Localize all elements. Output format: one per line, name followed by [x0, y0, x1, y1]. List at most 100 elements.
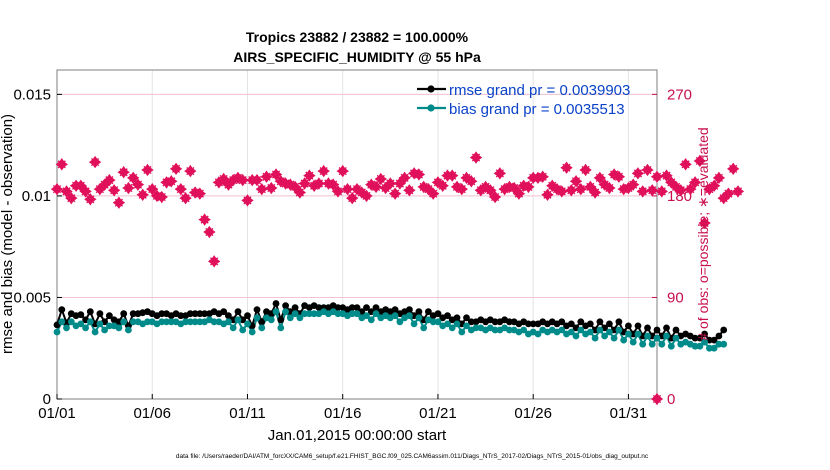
chart-title: Tropics 23882 / 23882 = 100.000%	[246, 29, 469, 45]
rmse-point	[415, 308, 423, 316]
rmse-point	[425, 308, 432, 316]
obs-count-point	[522, 180, 535, 194]
bias-point	[606, 328, 613, 336]
obs-count-point	[165, 175, 178, 188]
obs-count-point	[574, 182, 588, 196]
obs-count-point	[326, 178, 340, 191]
rmse-point	[291, 304, 299, 311]
bias-point	[91, 328, 99, 336]
bias-point	[286, 314, 294, 322]
bias-point	[196, 318, 204, 326]
bias-point	[158, 318, 166, 326]
obs-count-point	[679, 158, 692, 171]
bias-point	[567, 328, 575, 336]
x-axis-ticks: 01/01 01/06 01/11 01/16 01/21 01/26 01/31	[38, 394, 647, 422]
rmse-point	[701, 330, 708, 338]
rmse-point	[58, 306, 66, 313]
obs-count-point	[555, 185, 568, 198]
bias-point	[706, 344, 713, 352]
rmse-point	[372, 304, 380, 311]
rmse-point	[506, 318, 513, 326]
bias-point	[596, 326, 604, 334]
left-tick-label: 0.015	[13, 86, 51, 103]
rmse-point	[77, 311, 85, 319]
bias-point	[306, 310, 313, 318]
bias-point	[296, 314, 304, 322]
legend-bias-marker	[427, 104, 435, 112]
rmse-point	[558, 318, 566, 326]
right-tick-label: 90	[667, 289, 684, 306]
bias-point	[248, 328, 256, 336]
obs-count-point	[603, 181, 616, 195]
bias-point	[120, 318, 128, 326]
bias-point	[620, 336, 628, 344]
bias-point	[272, 308, 280, 316]
obs-count-point	[641, 163, 654, 177]
bias-point	[367, 316, 375, 324]
left-tick-label: 0.01	[22, 188, 51, 205]
bias-point	[672, 334, 680, 342]
obs-count-point	[293, 186, 307, 199]
bias-point	[406, 312, 413, 320]
bias-point	[391, 312, 399, 320]
obs-count-point	[588, 186, 602, 199]
obs-count-point	[512, 187, 526, 200]
bias-point	[691, 342, 699, 350]
rmse-point	[606, 320, 613, 328]
bias-point	[715, 340, 723, 348]
chart-subtitle: AIRS_SPECIFIC_HUMIDITY @ 55 hPa	[233, 49, 481, 65]
bias-point	[253, 314, 261, 322]
rmse-point	[391, 306, 399, 313]
obs-count-point	[265, 181, 278, 195]
rmse-point	[96, 310, 104, 318]
rmse-point	[434, 310, 442, 318]
obs-count-point	[579, 163, 592, 177]
rmse-point	[220, 308, 228, 316]
bias-point	[601, 332, 608, 340]
obs-count-point	[198, 213, 211, 226]
bias-point	[234, 316, 242, 324]
plot-area	[56, 69, 658, 400]
obs-count-point	[341, 182, 354, 196]
obs-count-point	[60, 185, 73, 198]
obs-count-point	[65, 191, 78, 205]
bias-point	[644, 332, 651, 340]
bias-point	[258, 324, 266, 332]
obs-count-point	[565, 184, 578, 197]
obs-count-point	[193, 187, 207, 200]
left-axis-label: rmse and bias (model - observation)	[0, 114, 16, 354]
bias-point	[444, 320, 451, 328]
rmse-point	[715, 332, 723, 340]
rmse-point	[567, 320, 575, 328]
obs-count-point	[122, 181, 135, 195]
rmse-point	[315, 304, 323, 311]
obs-count-point	[426, 187, 440, 200]
obs-count-point	[403, 184, 416, 197]
bias-point	[363, 312, 370, 320]
rmse-point	[186, 310, 194, 318]
footer-data-file: data file: /Users/raeder/DAI/ATM_forcXX/…	[176, 453, 649, 460]
obs-count-point	[488, 190, 502, 204]
right-tick-label: 0	[667, 391, 675, 408]
obs-count-point	[260, 170, 273, 183]
rmse-point	[282, 302, 289, 309]
bias-point	[163, 318, 170, 326]
rmse-point	[158, 310, 166, 318]
bias-point	[448, 324, 456, 332]
obs-count-point	[298, 177, 311, 190]
obs-count-point	[655, 185, 668, 198]
bias-point	[144, 318, 151, 326]
legend: rmse grand pr = 0.0039903 bias grand pr …	[417, 82, 630, 118]
obs-count-point	[707, 179, 721, 192]
bias-point	[710, 344, 718, 352]
obs-count-point	[636, 185, 649, 198]
obs-count-point	[184, 164, 197, 178]
rmse-point	[86, 308, 94, 316]
bias-point	[615, 326, 623, 334]
obs-count-point	[465, 175, 478, 188]
bias-point	[191, 318, 199, 326]
bias-point	[572, 332, 580, 340]
bias-point	[648, 340, 656, 348]
bias-point	[463, 322, 470, 330]
left-tick-label: 0	[43, 391, 51, 408]
